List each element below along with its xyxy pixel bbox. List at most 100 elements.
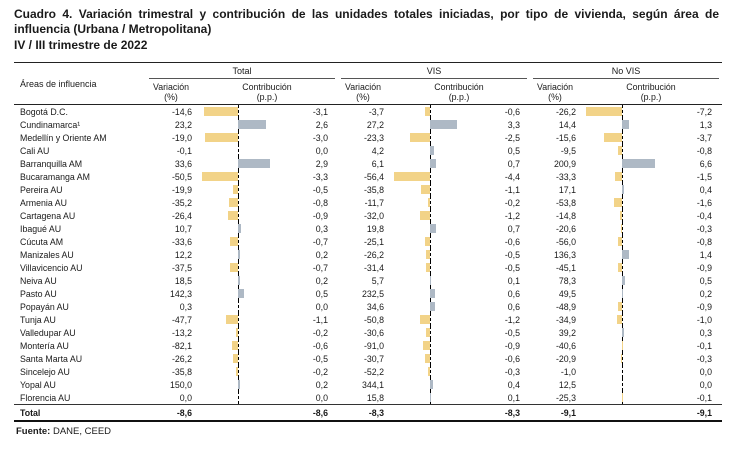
variacion-value-total: -14,6 bbox=[171, 106, 192, 117]
contribucion-value-total: -0,5 bbox=[312, 184, 328, 195]
contribution-bar bbox=[617, 263, 622, 272]
contribution-bar bbox=[232, 185, 238, 194]
variacion-value-total: -19,9 bbox=[171, 184, 192, 195]
contribucion-value-novis: -0,8 bbox=[696, 236, 712, 247]
zero-axis bbox=[622, 144, 623, 157]
variacion-value-novis: -9,1 bbox=[560, 407, 576, 418]
variacion-value-vis: -32,0 bbox=[363, 210, 384, 221]
table-row: Barranquilla AM 33,6 2,9 6,1 0,7 200,9 6,6 bbox=[14, 157, 722, 170]
statistics-table: Áreas de influencia Total VIS No VIS Var… bbox=[14, 62, 722, 422]
variacion-value-total: -50,5 bbox=[171, 171, 192, 182]
contribution-bar bbox=[622, 276, 625, 285]
area-name: Cartagena AU bbox=[20, 210, 76, 221]
contribution-bar-cell-total bbox=[196, 287, 280, 300]
variacion-value-total: -37,5 bbox=[171, 262, 192, 273]
contribution-bar-cell-novis bbox=[580, 391, 664, 404]
table-row: Tunja AU -47,7 -1,1 -50,8 -1,2 -34,9 -1,0 bbox=[14, 313, 722, 326]
area-name: Montería AU bbox=[20, 340, 69, 351]
table-row: Cundinamarca¹ 23,2 2,6 27,2 3,3 14,4 1,3 bbox=[14, 118, 722, 131]
contribucion-value-vis: -0,3 bbox=[504, 366, 520, 377]
contribution-bar-cell-novis bbox=[580, 365, 664, 378]
contribution-bar-cell-vis bbox=[388, 287, 472, 300]
area-name: Popayán AU bbox=[20, 301, 69, 312]
contribution-bar bbox=[421, 185, 430, 194]
contribution-bar-cell-total bbox=[196, 170, 280, 183]
contribution-bar-cell-novis bbox=[580, 248, 664, 261]
contribution-bar bbox=[238, 276, 241, 285]
contribution-bar-cell-total bbox=[196, 196, 280, 209]
contribution-bar-cell-vis bbox=[388, 209, 472, 222]
contribucion-value-novis: -0,9 bbox=[696, 262, 712, 273]
area-name: Villavicencio AU bbox=[20, 262, 83, 273]
zero-axis bbox=[622, 209, 623, 222]
area-name: Bucaramanga AM bbox=[20, 171, 90, 182]
zero-axis bbox=[430, 261, 431, 274]
variacion-value-novis: -34,9 bbox=[555, 314, 576, 325]
zero-axis bbox=[430, 339, 431, 352]
contribucion-value-vis: 0,6 bbox=[507, 288, 520, 299]
table-header: Áreas de influencia Total VIS No VIS Var… bbox=[14, 62, 722, 105]
contribucion-value-vis: -4,4 bbox=[504, 171, 520, 182]
zero-axis bbox=[622, 196, 623, 209]
contribution-bar-cell-vis bbox=[388, 222, 472, 235]
table-total-row: Total -8,6 -8,6 -8,3 -8,3 -9,1 -9,1 bbox=[14, 404, 722, 422]
contribucion-value-vis: -2,5 bbox=[504, 132, 520, 143]
contribution-bar-cell-total bbox=[196, 131, 280, 144]
contribucion-value-total: 0,0 bbox=[315, 392, 328, 403]
variacion-value-novis: 17,1 bbox=[558, 184, 576, 195]
contribution-bar bbox=[614, 172, 622, 181]
contribution-bar bbox=[230, 263, 238, 272]
contribution-bar-cell-total bbox=[196, 378, 280, 391]
zero-axis bbox=[238, 144, 239, 157]
variacion-value-total: -19,0 bbox=[171, 132, 192, 143]
zero-axis bbox=[622, 170, 623, 183]
table-row: Medellín y Oriente AM -19,0 -3,0 -23,3 -2,5 -… bbox=[14, 131, 722, 144]
variacion-value-vis: 34,6 bbox=[366, 301, 384, 312]
source-line: Fuente: DANE, CEED bbox=[14, 426, 722, 437]
contribucion-value-total: 2,6 bbox=[315, 119, 328, 130]
contribution-bar bbox=[430, 393, 431, 402]
variacion-value-total: 142,3 bbox=[169, 288, 192, 299]
zero-axis bbox=[622, 105, 623, 118]
variacion-value-vis: 5,7 bbox=[371, 275, 384, 286]
table-row: Ibagué AU 10,7 0,3 19,8 0,7 -20,6 -0,3 bbox=[14, 222, 722, 235]
contribucion-value-novis: -0,1 bbox=[696, 392, 712, 403]
contribution-bar bbox=[204, 107, 238, 116]
contribucion-value-total: -0,6 bbox=[312, 340, 328, 351]
contribution-bar-cell-novis bbox=[580, 274, 664, 287]
contribution-bar-cell-novis bbox=[580, 196, 664, 209]
variacion-value-vis: 4,2 bbox=[371, 145, 384, 156]
variacion-value-vis: -56,4 bbox=[363, 171, 384, 182]
contribucion-value-vis: -0,9 bbox=[504, 340, 520, 351]
contribucion-value-vis: -0,5 bbox=[504, 262, 520, 273]
contribucion-value-total: -1,1 bbox=[312, 314, 328, 325]
table-row: Santa Marta AU -26,2 -0,5 -30,7 -0,6 -20,9 -0,… bbox=[14, 352, 722, 365]
subheader-contribucion-unit: (p.p.) bbox=[448, 92, 470, 102]
contribucion-value-novis: -0,8 bbox=[696, 145, 712, 156]
zero-axis bbox=[238, 261, 239, 274]
table-row: Bogotá D.C. -14,6 -3,1 -3,7 -0,6 -26,2 -7,2 bbox=[14, 105, 722, 118]
subheader-variacion-unit: (%) bbox=[548, 92, 562, 102]
contribution-bar bbox=[205, 133, 238, 142]
table-body: Bogotá D.C. -14,6 -3,1 -3,7 -0,6 -26,2 -7,2 Cun… bbox=[14, 105, 722, 422]
contribucion-value-vis: 0,1 bbox=[507, 275, 520, 286]
variacion-value-total: -35,2 bbox=[171, 197, 192, 208]
table-row: Cali AU -0,1 0,0 4,2 0,5 -9,5 -0,8 bbox=[14, 144, 722, 157]
area-name: Barranquilla AM bbox=[20, 158, 83, 169]
subheader-variacion-novis: Variación (%) bbox=[530, 79, 580, 102]
variacion-value-vis: 6,1 bbox=[371, 158, 384, 169]
variacion-value-novis: -56,0 bbox=[555, 236, 576, 247]
zero-axis bbox=[622, 378, 623, 391]
zero-axis bbox=[238, 391, 239, 404]
area-name: Manizales AU bbox=[20, 249, 74, 260]
contribution-bar-cell-vis bbox=[388, 326, 472, 339]
contribucion-value-total: 0,3 bbox=[315, 223, 328, 234]
contribution-bar bbox=[430, 159, 436, 168]
variacion-value-novis: 78,3 bbox=[558, 275, 576, 286]
table-row: Armenia AU -35,2 -0,8 -11,7 -0,2 -53,8 -1,6 bbox=[14, 196, 722, 209]
contribucion-value-total: 0,0 bbox=[315, 145, 328, 156]
subheader-variacion-total: Variación (%) bbox=[146, 79, 196, 102]
contribucion-value-novis: 0,0 bbox=[699, 379, 712, 390]
contribution-bar bbox=[425, 237, 430, 246]
area-name: Pasto AU bbox=[20, 288, 57, 299]
